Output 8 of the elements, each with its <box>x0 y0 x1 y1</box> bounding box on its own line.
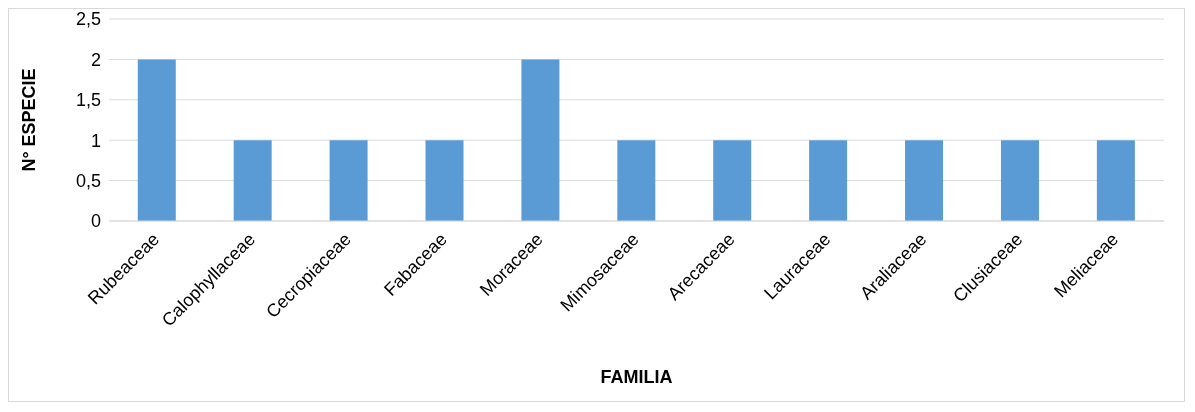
x-axis-title: FAMILIA <box>600 367 673 387</box>
y-tick-label: 1,5 <box>75 90 101 111</box>
y-tick-label: 2,5 <box>75 9 101 30</box>
y-tick-label: 0 <box>90 211 101 232</box>
y-tick-label: 1 <box>90 130 101 151</box>
y-tick-label: 0,5 <box>75 170 101 191</box>
y-tick-label: 2 <box>90 49 101 70</box>
y-axis-title: N° ESPECIE <box>19 68 40 172</box>
